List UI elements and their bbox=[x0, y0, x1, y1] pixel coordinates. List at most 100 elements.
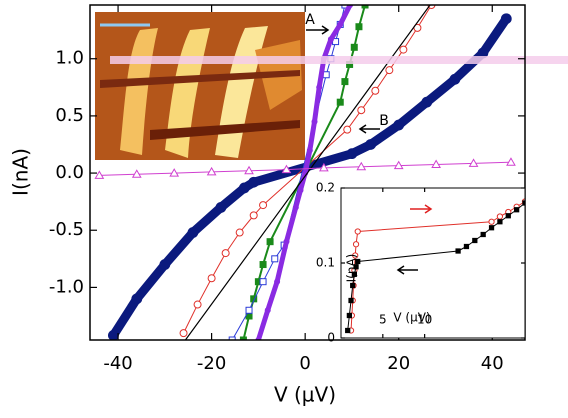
inset-arrow bbox=[396, 265, 418, 275]
data-point bbox=[245, 306, 253, 314]
data-point bbox=[274, 278, 281, 285]
data-point bbox=[350, 43, 358, 51]
data-point bbox=[355, 23, 363, 31]
x-axis-label: V (µV) bbox=[274, 383, 336, 407]
data-point bbox=[399, 45, 408, 54]
data-point bbox=[206, 166, 217, 176]
x-tick-label: 10 bbox=[417, 313, 432, 327]
data-point bbox=[207, 274, 216, 283]
data-point bbox=[488, 225, 495, 231]
data-line bbox=[98, 161, 512, 176]
data-point bbox=[259, 261, 267, 269]
data-point bbox=[345, 327, 351, 334]
x-tick-label: -20 bbox=[197, 353, 226, 374]
data-point bbox=[271, 255, 279, 263]
data-point bbox=[215, 201, 227, 213]
x-tick-label: 40 bbox=[481, 353, 504, 374]
x-tick-label: -40 bbox=[103, 353, 132, 374]
data-point bbox=[193, 300, 202, 309]
data-point bbox=[371, 86, 380, 95]
data-point bbox=[319, 162, 329, 172]
data-point bbox=[259, 278, 267, 286]
data-point bbox=[316, 84, 323, 91]
y-tick-label: 0.0 bbox=[55, 162, 84, 183]
data-point bbox=[480, 231, 486, 238]
data-point bbox=[266, 238, 274, 246]
data-point bbox=[505, 213, 511, 219]
data-point bbox=[497, 219, 503, 225]
annotation-arrow bbox=[306, 25, 330, 35]
data-point bbox=[131, 293, 143, 305]
data-point bbox=[248, 176, 260, 188]
y-tick-label: 0 bbox=[327, 331, 335, 345]
image-artifact-band bbox=[110, 56, 568, 64]
y-tick-label: 0.2 bbox=[316, 181, 335, 195]
data-point bbox=[336, 98, 344, 106]
data-point bbox=[159, 259, 171, 270]
data-line bbox=[231, 5, 346, 340]
data-line bbox=[347, 202, 525, 331]
y-tick-label: -1.0 bbox=[49, 276, 84, 297]
data-point bbox=[352, 252, 359, 259]
data-point bbox=[365, 139, 377, 150]
data-point bbox=[297, 187, 304, 194]
inset-ticks: 5 10 0 0.1 0.2 bbox=[316, 181, 526, 345]
data-point bbox=[449, 73, 461, 85]
data-point bbox=[477, 47, 489, 59]
data-point bbox=[250, 295, 258, 303]
data-point bbox=[514, 207, 520, 213]
x-tick-label: 20 bbox=[387, 353, 410, 374]
data-point bbox=[283, 238, 290, 245]
data-point bbox=[346, 60, 354, 68]
data-point bbox=[169, 168, 180, 177]
data-point bbox=[506, 157, 516, 166]
y-tick-label: 0.5 bbox=[55, 105, 84, 126]
data-point bbox=[259, 201, 268, 210]
data-point bbox=[306, 147, 313, 154]
data-point bbox=[421, 96, 433, 108]
data-point bbox=[352, 241, 360, 248]
data-point bbox=[353, 264, 359, 270]
data-point bbox=[254, 278, 262, 286]
main-ticks: -40 -20 0 20 40 -1.0 -0.5 0.0 0.5 1.0 bbox=[49, 4, 526, 374]
image-feature bbox=[150, 120, 300, 140]
data-point bbox=[264, 307, 271, 314]
data-point bbox=[355, 258, 361, 265]
data-point bbox=[245, 312, 253, 320]
data-point bbox=[311, 118, 318, 125]
data-point bbox=[351, 271, 358, 277]
data-point bbox=[346, 312, 352, 319]
y-tick-label: 1.0 bbox=[55, 48, 84, 69]
data-point bbox=[356, 161, 367, 171]
annotation: B bbox=[379, 113, 389, 129]
data-point bbox=[468, 158, 479, 167]
afm-image bbox=[95, 12, 305, 160]
inset-x-axis-label: V (µV) bbox=[393, 311, 430, 325]
data-point bbox=[187, 227, 199, 238]
data-point bbox=[500, 13, 512, 25]
data-point bbox=[455, 248, 461, 254]
data-point bbox=[244, 165, 254, 175]
data-point bbox=[343, 125, 352, 134]
data-point bbox=[327, 36, 334, 43]
inset-y-axis-label: I(nA) bbox=[345, 254, 359, 283]
data-point bbox=[94, 170, 105, 179]
y-tick-label: -0.5 bbox=[49, 219, 84, 240]
inset-plot-area bbox=[341, 188, 525, 338]
data-point bbox=[357, 106, 366, 115]
inset-arrow bbox=[410, 204, 433, 214]
image-feature bbox=[100, 70, 300, 88]
data-point bbox=[346, 148, 358, 160]
data-point bbox=[281, 164, 292, 174]
data-point bbox=[431, 159, 441, 168]
data-point bbox=[350, 282, 356, 289]
data-point bbox=[385, 66, 394, 75]
data-point bbox=[235, 228, 244, 237]
data-point bbox=[341, 78, 349, 86]
data-point bbox=[228, 336, 236, 340]
data-point bbox=[354, 228, 361, 235]
data-point bbox=[337, 21, 344, 28]
data-point bbox=[341, 5, 349, 9]
data-line bbox=[255, 5, 353, 340]
data-point bbox=[249, 211, 258, 220]
